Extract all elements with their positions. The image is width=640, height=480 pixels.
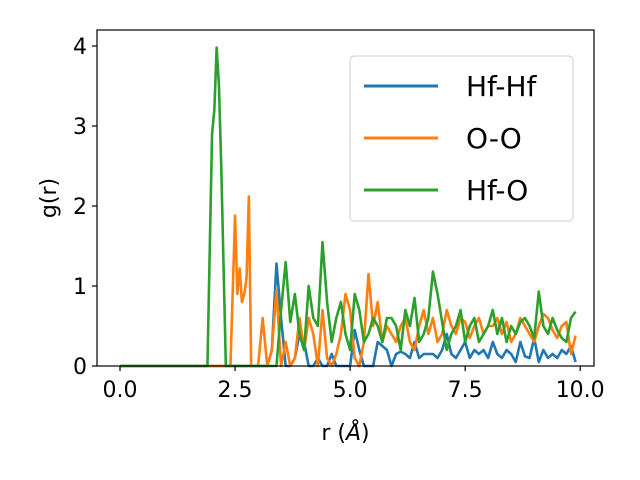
legend-label-hf-hf: Hf-Hf xyxy=(466,70,538,103)
x-tick-label: 5.0 xyxy=(333,378,368,403)
series-line-o-o xyxy=(120,195,577,368)
plot-area-frame xyxy=(96,29,595,367)
legend-label-hf-o: Hf-O xyxy=(466,174,528,207)
y-tick-label: 1 xyxy=(73,275,87,300)
legend-label-o-o: O-O xyxy=(466,122,522,155)
y-axis-ticks: 0 1 2 3 4 xyxy=(73,35,97,380)
y-tick-label: 3 xyxy=(73,115,87,140)
series-line-hf-hf xyxy=(120,262,577,368)
x-tick-label: 0.0 xyxy=(103,378,138,403)
y-tick-label: 0 xyxy=(73,355,87,380)
x-axis-label: r (Å) xyxy=(321,419,369,446)
y-tick-label: 4 xyxy=(73,35,87,60)
y-axis-label: g(r) xyxy=(37,178,62,218)
legend: Hf-Hf O-O Hf-O xyxy=(349,55,574,222)
x-tick-label: 10.0 xyxy=(556,378,605,403)
x-axis-ticks: 0.0 2.5 5.0 7.5 10.0 xyxy=(103,366,605,403)
y-tick-label: 2 xyxy=(73,195,87,220)
x-tick-label: 7.5 xyxy=(448,378,483,403)
legend-box xyxy=(349,55,574,222)
x-tick-label: 2.5 xyxy=(218,378,253,403)
